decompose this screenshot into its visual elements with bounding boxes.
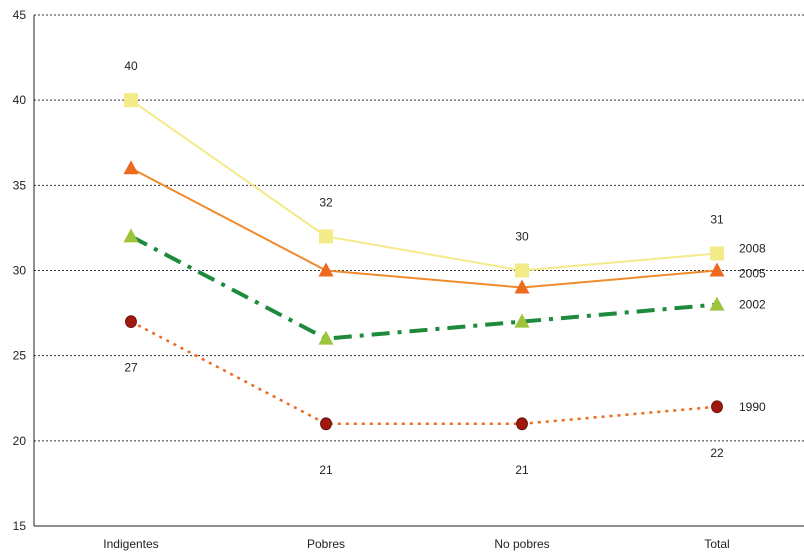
point-2002-3 [514,313,530,328]
y-tick-label: 40 [13,93,27,107]
value-label-2008-1: 40 [124,59,138,73]
x-tick-labels: Indigentes Pobres No pobres Total [103,537,729,551]
series-label-1990: 1990 [739,400,766,414]
value-label-1990-3: 21 [515,463,529,477]
axes [33,15,804,527]
point-2002-1 [123,228,139,243]
series-line-1990 [130,320,718,426]
y-tick-label: 25 [13,349,27,363]
point-1990-1 [125,315,137,329]
point-1990-2 [320,417,332,431]
value-label-1990-1: 27 [124,361,138,375]
value-label-2008-4: 31 [710,212,724,226]
point-2008-3 [515,263,529,278]
y-tick-label: 45 [13,8,27,22]
series-label-2008: 2008 [739,241,766,255]
y-tick-label: 15 [13,519,27,533]
point-2005-4 [709,262,725,277]
point-2008-4 [710,246,724,261]
point-2005-1 [123,160,139,175]
value-label-1990-4: 22 [710,446,724,460]
series-label-2005: 2005 [739,267,766,281]
series-line-2005 [130,167,718,289]
series-line-2002 [130,234,718,341]
point-2005-2 [318,262,334,277]
point-2002-2 [318,330,334,345]
x-tick-label: No pobres [494,537,549,551]
y-tick-label: 35 [13,178,27,192]
point-1990-3 [516,417,528,431]
point-1990-4 [711,400,723,414]
point-2005-3 [514,279,530,294]
x-tick-label: Total [704,537,729,551]
y-tick-label: 30 [13,264,27,278]
value-label-2008-2: 32 [319,195,333,209]
point-2008-2 [319,229,333,244]
y-tick-labels: 15 20 25 30 35 40 45 [13,8,27,533]
series-label-2002: 2002 [739,298,766,312]
x-tick-label: Pobres [307,537,345,551]
x-tick-label: Indigentes [103,537,158,551]
value-label-2008-3: 30 [515,230,529,244]
point-2008-1 [124,93,138,108]
data-labels: 1990 27 21 21 22 2002 2005 2008 40 32 30 31 [124,59,766,477]
point-2002-4 [709,296,725,311]
series-line-2008 [130,99,718,272]
value-label-1990-2: 21 [319,463,333,477]
series-group [123,93,725,431]
grid-lines [34,14,804,442]
y-tick-label: 20 [13,434,27,448]
